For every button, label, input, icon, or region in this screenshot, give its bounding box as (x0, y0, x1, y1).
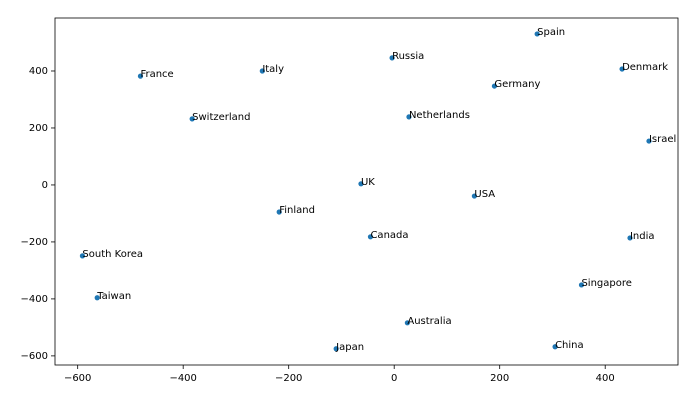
point-label: Singapore (581, 278, 631, 289)
point-label: Israel (649, 134, 676, 145)
point-label: Germany (494, 79, 540, 90)
point-label: USA (474, 189, 495, 200)
point (491, 83, 498, 89)
point-label: Spain (537, 27, 565, 38)
point-label: Japan (335, 342, 364, 353)
point (552, 344, 558, 350)
x-tick-label: −200 (275, 373, 302, 384)
x-tick-label: 0 (391, 373, 397, 384)
point-label: Canada (370, 230, 408, 241)
point (276, 209, 282, 215)
x-tick-label: 200 (490, 373, 509, 384)
point (619, 66, 625, 72)
point-label: Russia (392, 51, 424, 62)
y-tick-label: 200 (29, 123, 48, 134)
point-label: Denmark (622, 62, 668, 73)
y-tick-label: −200 (21, 237, 48, 248)
point-label: Australia (407, 316, 451, 327)
point-label: UK (361, 177, 375, 188)
point-label: China (555, 340, 584, 351)
point-label: Netherlands (409, 110, 470, 121)
point (259, 68, 265, 74)
point (471, 193, 477, 199)
point (358, 181, 364, 187)
point (646, 138, 652, 144)
point (578, 282, 585, 288)
x-tick-label: −600 (64, 373, 91, 384)
point-label: South Korea (82, 249, 143, 260)
point-label: Taiwan (96, 291, 131, 302)
point (79, 253, 86, 259)
point-label: Italy (262, 64, 284, 75)
point-label: France (140, 69, 173, 80)
point-label: Switzerland (192, 112, 250, 123)
point (534, 31, 540, 37)
point (333, 346, 339, 352)
y-tick-label: 0 (42, 180, 48, 191)
point (94, 295, 100, 301)
plot-frame (54, 17, 679, 366)
point (189, 116, 195, 122)
y-tick-label: 400 (29, 66, 48, 77)
point (389, 55, 395, 61)
point (404, 320, 410, 326)
point (137, 73, 144, 79)
y-tick-label: −600 (21, 351, 48, 362)
point (406, 114, 412, 120)
x-tick-label: 400 (596, 373, 615, 384)
x-tick-label: −400 (169, 373, 196, 384)
point (627, 235, 633, 241)
point-label: Finland (279, 205, 315, 216)
y-tick-label: −400 (21, 294, 48, 305)
point (367, 234, 374, 240)
point-label: India (630, 231, 655, 242)
